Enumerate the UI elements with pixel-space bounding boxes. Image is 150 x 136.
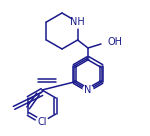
Text: NH: NH (70, 17, 85, 27)
Circle shape (83, 85, 93, 95)
Text: OH: OH (108, 37, 123, 47)
Circle shape (36, 116, 48, 128)
Circle shape (72, 16, 84, 28)
Text: N: N (84, 85, 92, 95)
Text: Cl: Cl (37, 117, 47, 127)
